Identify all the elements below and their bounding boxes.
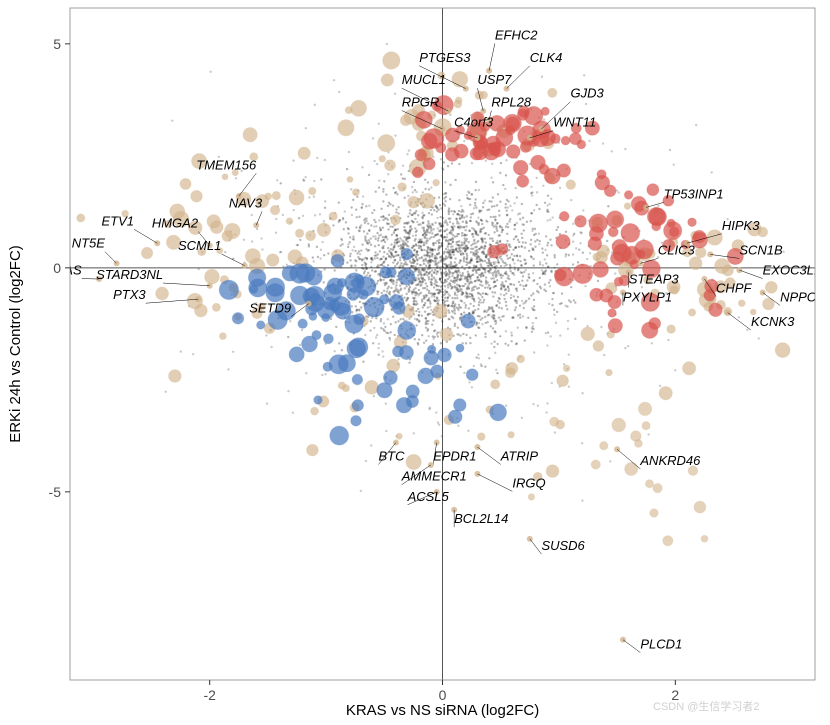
gene-label: KCNK3 [751, 314, 795, 329]
gene-label: ETV1 [102, 213, 135, 228]
gene-label: IRGQ [512, 475, 545, 490]
gene-label: PLCD1 [640, 637, 682, 652]
gene-label: ATRIP [500, 448, 539, 463]
gene-label: AMMECR1 [401, 469, 467, 484]
gene-label: STEAP3 [629, 272, 680, 287]
y-axis-label: ERKi 24h vs Control (log2FC) [7, 245, 24, 443]
gene-label: NAV3 [229, 195, 263, 210]
gene-label: SUSD6 [541, 538, 585, 553]
gene-label: TMEM156 [196, 157, 257, 172]
gene-label: EPDR1 [433, 448, 476, 463]
y-tick-label: 0 [53, 260, 61, 276]
watermark-text: CSDN @生信学习者2 [653, 698, 760, 714]
gene-label: BTC [378, 448, 405, 463]
gene-label: GJD3 [571, 86, 605, 101]
gene-label: BCL2L14 [454, 511, 508, 526]
x-axis-label: KRAS vs NS siRNA (log2FC) [346, 702, 539, 719]
scatter-plot-container: EFHC2 PTGES3 CLK4 MUCL1 USP7 RPGR RPL28 GJD3 C4o… [0, 0, 830, 725]
gene-label: CHPF [716, 280, 752, 295]
gene-label: PTX3 [113, 287, 146, 302]
gene-label: NT5E [72, 236, 106, 251]
gene-label: EFHC2 [495, 27, 538, 42]
gene-label: WNT11 [553, 115, 596, 130]
gene-label: STARD3NL [96, 267, 163, 282]
gene-label: EXOC3L1 [763, 263, 822, 278]
x-tick-label: -2 [203, 687, 216, 703]
gene-label: SCN1B [739, 242, 783, 257]
gene-label: NPPC [780, 289, 817, 304]
y-tick-label: -5 [49, 484, 62, 500]
gene-label: CLK4 [530, 50, 563, 65]
gene-label: RPL28 [491, 95, 532, 110]
gene-label: SCML1 [178, 238, 221, 253]
gene-label: SETD9 [249, 301, 291, 316]
gene-label: PXYLP1 [623, 289, 672, 304]
gene-label: TP53INP1 [664, 186, 724, 201]
y-tick-label: 5 [53, 36, 61, 52]
gene-label: ACSL5 [407, 489, 450, 504]
gene-label: RPGR [402, 95, 440, 110]
gene-label: HMGA2 [152, 216, 199, 231]
gene-label: C4orf3 [454, 115, 494, 130]
gene-label: CLIC3 [658, 242, 696, 257]
gene-label: PTGES3 [419, 50, 471, 65]
gene-label: ANKRD46 [639, 453, 701, 468]
gene-label: HIPK3 [722, 218, 760, 233]
gene-label: MUCL1 [402, 72, 446, 87]
gene-label: USP7 [477, 72, 512, 87]
x-tick-label: 0 [439, 687, 447, 703]
gene-label: KRAS [46, 263, 82, 278]
scatter-plot: EFHC2 PTGES3 CLK4 MUCL1 USP7 RPGR RPL28 GJD3 C4o… [0, 0, 830, 720]
